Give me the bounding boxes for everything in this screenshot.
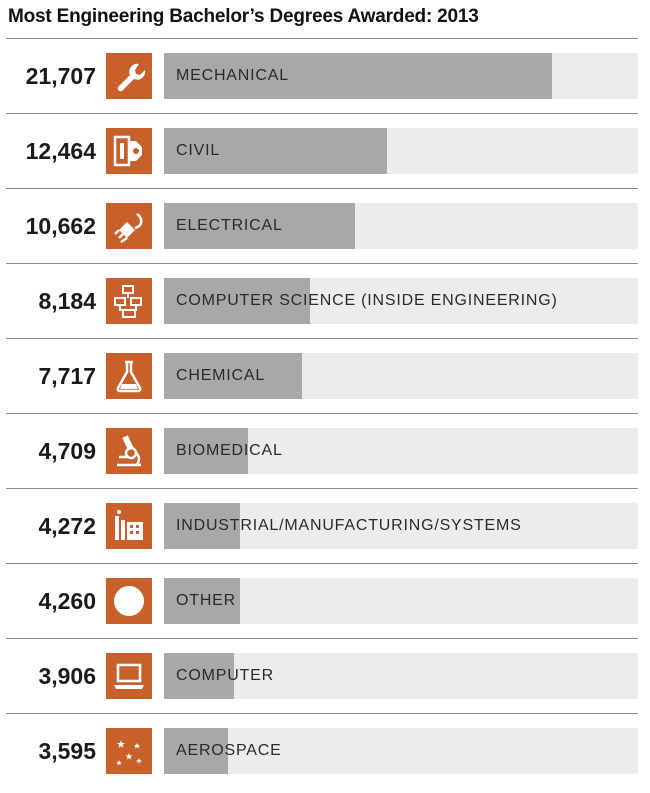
bar-value-label: 4,260 [38, 587, 96, 614]
bar-value-label: 3,595 [38, 737, 96, 764]
bar-value-label: 4,709 [38, 437, 96, 464]
category-label: INDUSTRIAL/MANUFACTURING/SYSTEMS [176, 517, 522, 534]
bar [164, 653, 234, 699]
bar-row: 3,595 AEROSPACE [6, 713, 638, 788]
bar-track: CHEMICAL [164, 353, 638, 399]
bar-value-label: 8,184 [38, 287, 96, 314]
flowchart-icon [106, 278, 152, 324]
bar [164, 128, 387, 174]
chart-title: Most Engineering Bachelor’s Degrees Awar… [8, 6, 479, 27]
bar-track: COMPUTER SCIENCE (INSIDE ENGINEERING) [164, 278, 638, 324]
bar-row: 8,184 COMPUTER SCIENCE (INSIDE ENGINEERIN… [6, 263, 638, 338]
bar-row: 4,709 BIOMEDICAL [6, 413, 638, 488]
category-label: ELECTRICAL [176, 217, 283, 234]
building-icon [106, 128, 152, 174]
bar [164, 728, 229, 774]
bar-row: 12,464 CIVIL [6, 113, 638, 188]
circle-icon [106, 578, 152, 624]
bar [164, 503, 241, 549]
laptop-icon [106, 653, 152, 699]
bar-row: 21,707 MECHANICAL [6, 38, 638, 113]
bar-value-label: 12,464 [25, 137, 96, 164]
bar-chart: 21,707 MECHANICAL 12,464 CIVIL 10,662 ELECTRI… [6, 38, 638, 788]
plug-icon [106, 203, 152, 249]
bar-row: 10,662 ELECTRICAL [6, 188, 638, 263]
bar-row: 7,717 CHEMICAL [6, 338, 638, 413]
category-label: MECHANICAL [176, 67, 289, 84]
bar [164, 353, 303, 399]
bar-row: 4,272 INDUSTRIAL/MANUFACTURING/SYSTEMS [6, 488, 638, 563]
bar [164, 203, 355, 249]
category-label: BIOMEDICAL [176, 442, 283, 459]
category-label: CIVIL [176, 142, 221, 159]
wrench-icon [106, 53, 152, 99]
bar-track: BIOMEDICAL [164, 428, 638, 474]
bar-track: INDUSTRIAL/MANUFACTURING/SYSTEMS [164, 503, 638, 549]
category-label: AEROSPACE [176, 742, 282, 759]
bar-value-label: 21,707 [25, 62, 96, 89]
bar [164, 278, 311, 324]
bar-track: AEROSPACE [164, 728, 638, 774]
stars-icon [106, 728, 152, 774]
bar-track: CIVIL [164, 128, 638, 174]
bar-track: OTHER [164, 578, 638, 624]
bar-value-label: 7,717 [38, 362, 96, 389]
category-label: COMPUTER [176, 667, 274, 684]
bar [164, 428, 249, 474]
bar [164, 578, 241, 624]
factory-icon [106, 503, 152, 549]
flask-icon [106, 353, 152, 399]
bar-value-label: 10,662 [25, 212, 96, 239]
bar [164, 53, 553, 99]
bar-track: ELECTRICAL [164, 203, 638, 249]
bar-row: 4,260 OTHER [6, 563, 638, 638]
bar-track: COMPUTER [164, 653, 638, 699]
bar-value-label: 3,906 [38, 662, 96, 689]
bar-row: 3,906 COMPUTER [6, 638, 638, 713]
bar-track: MECHANICAL [164, 53, 638, 99]
category-label: OTHER [176, 592, 236, 609]
microscope-icon [106, 428, 152, 474]
category-label: CHEMICAL [176, 367, 266, 384]
category-label: COMPUTER SCIENCE (INSIDE ENGINEERING) [176, 292, 558, 309]
bar-value-label: 4,272 [38, 512, 96, 539]
